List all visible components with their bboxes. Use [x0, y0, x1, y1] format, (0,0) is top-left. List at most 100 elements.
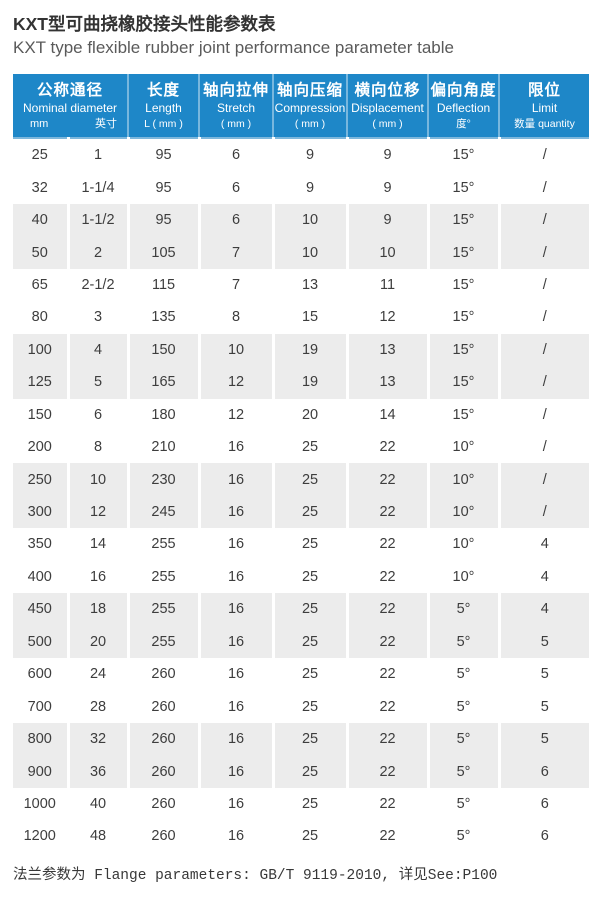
table-cell: 300	[13, 495, 68, 529]
table-cell: 19	[271, 366, 348, 399]
table-cell: 19	[271, 333, 348, 367]
table-cell: 25	[271, 528, 348, 561]
table-cell: 16	[66, 560, 129, 594]
table-cell: 25	[271, 625, 348, 658]
table-cell: 1000	[13, 787, 68, 821]
table-cell: 700	[13, 690, 68, 723]
table-cell: 10°	[426, 430, 500, 464]
table-cell: 16	[197, 430, 274, 464]
table-cell: 10	[345, 236, 429, 269]
table-cell: 24	[66, 658, 129, 691]
table-cell: 1	[66, 138, 129, 172]
table-cell: 18	[66, 593, 129, 626]
table-body: 25 1 95 6 9 9 15°/32 1-1/4 95 6 9 9 15°/40 1-1/2 95 6 10…	[13, 138, 590, 853]
table-cell: 16	[197, 625, 274, 658]
page-title: KXT型可曲挠橡胶接头性能参数表	[13, 14, 276, 34]
table-cell: 16	[197, 787, 274, 821]
table-row: 300 12 245 16 25 22 10° /	[13, 495, 590, 529]
table-cell: 6	[497, 787, 590, 821]
footnote: 法兰参数为 Flange parameters: GB/T 9119-2010,…	[13, 867, 498, 884]
table-cell: 15°	[426, 236, 500, 269]
table-cell: 150	[13, 398, 68, 431]
table-cell: 600	[13, 658, 68, 691]
page: KXT型可曲挠橡胶接头性能参数表 KXT type flexible rubbe…	[0, 13, 600, 918]
header-displacement: 横向位移 Displacement( mm )	[346, 74, 429, 139]
table-cell: 6	[197, 138, 274, 172]
table-cell: 48	[66, 820, 129, 853]
header-length: 长度 Length L ( mm )	[127, 74, 200, 139]
table-cell: 10	[271, 203, 348, 237]
table-cell: 14	[345, 398, 429, 431]
table-cell: 4	[497, 593, 590, 626]
table-cell: 50	[13, 236, 68, 269]
table-row: 125 5 165 12 19 13 15° /	[13, 366, 590, 399]
table-cell: 25	[271, 593, 348, 626]
table-cell: 22	[345, 528, 429, 561]
table-cell: 25	[271, 820, 348, 853]
table-cell: 210	[126, 430, 200, 464]
table-row: 350 14 255 16 25 22 10° 4	[13, 528, 590, 561]
table-cell: 6	[66, 398, 129, 431]
table-cell: 5	[497, 722, 590, 756]
table-cell: 260	[126, 755, 200, 788]
table-row: 32 1-1/4 95 6 9 9 15° /	[13, 171, 590, 204]
table-cell: 25	[13, 138, 68, 172]
table-cell: 8	[66, 430, 129, 464]
header-limit: 限位 Limit 数量 quantity	[498, 74, 590, 139]
table-cell: 10	[66, 463, 129, 496]
table-cell: 2	[66, 236, 129, 269]
table-cell: 450	[13, 593, 68, 626]
table-cell: 14	[66, 528, 129, 561]
header-stretch: 轴向拉伸 Stretch( mm )	[198, 74, 274, 139]
table-cell: 5	[66, 366, 129, 399]
table-row: 100 4 150 10 19 13 15° /	[13, 333, 590, 367]
table-cell: 15°	[426, 268, 500, 302]
table-row: 250 10 230 16 25 22 10° /	[13, 463, 590, 496]
table-cell: 16	[197, 658, 274, 691]
table-cell: 800	[13, 722, 68, 756]
table-cell: 20	[66, 625, 129, 658]
table-row: 200 8 210 16 25 22 10° /	[13, 430, 590, 464]
table-cell: 22	[345, 690, 429, 723]
table-cell: 9	[271, 171, 348, 204]
table-cell: 245	[126, 495, 200, 529]
table-cell: /	[497, 268, 590, 302]
table-cell: 16	[197, 755, 274, 788]
table-cell: 25	[271, 722, 348, 756]
table-cell: 20	[271, 398, 348, 431]
table-cell: 180	[126, 398, 200, 431]
header-subunit: 英寸	[95, 118, 118, 130]
table-cell: 7	[197, 268, 274, 302]
table-cell: 350	[13, 528, 68, 561]
table-cell: 25	[271, 560, 348, 594]
table-cell: 5°	[426, 593, 500, 626]
table-cell: 11	[345, 268, 429, 302]
table-row: 80 3 135 8 15 12 15° /	[13, 301, 590, 334]
table-cell: 22	[345, 430, 429, 464]
table-cell: 25	[271, 463, 348, 496]
table-row: 700 28 260 16 25 22 5° 5	[13, 690, 590, 723]
table-cell: /	[497, 333, 590, 367]
table-cell: 10°	[426, 560, 500, 594]
table-cell: 28	[66, 690, 129, 723]
table-cell: 5°	[426, 722, 500, 756]
table-row: 800 32 260 16 25 22 5° 5	[13, 722, 590, 756]
table-cell: 260	[126, 722, 200, 756]
table-cell: 25	[271, 755, 348, 788]
table-cell: 9	[271, 138, 348, 172]
table-cell: /	[497, 236, 590, 269]
table-cell: /	[497, 398, 590, 431]
table-cell: 36	[66, 755, 129, 788]
table-cell: /	[497, 366, 590, 399]
table-row: 50 2 105 7 10 10 15° /	[13, 236, 590, 269]
table-cell: 5°	[426, 755, 500, 788]
table-cell: 16	[197, 463, 274, 496]
table-cell: 6	[197, 203, 274, 237]
table-cell: 22	[345, 463, 429, 496]
table-cell: 6	[497, 820, 590, 853]
table-cell: 15°	[426, 301, 500, 334]
table-cell: 10	[271, 236, 348, 269]
table-cell: 15°	[426, 171, 500, 204]
table-cell: 5°	[426, 658, 500, 691]
table-row: 65 2-1/2 115 7 13 11 15° /	[13, 268, 590, 302]
